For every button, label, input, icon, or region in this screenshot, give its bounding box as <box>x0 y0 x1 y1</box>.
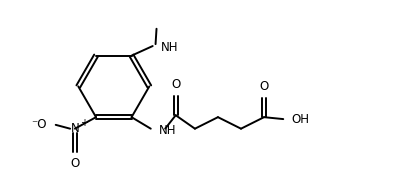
Text: NH: NH <box>158 124 175 137</box>
Text: OH: OH <box>290 113 308 126</box>
Text: O: O <box>70 158 79 170</box>
Text: O: O <box>171 78 180 91</box>
Text: N: N <box>70 122 79 135</box>
Text: NH: NH <box>161 40 178 53</box>
Text: ⁻O: ⁻O <box>31 118 47 131</box>
Text: +: + <box>79 118 88 128</box>
Text: O: O <box>259 80 268 93</box>
